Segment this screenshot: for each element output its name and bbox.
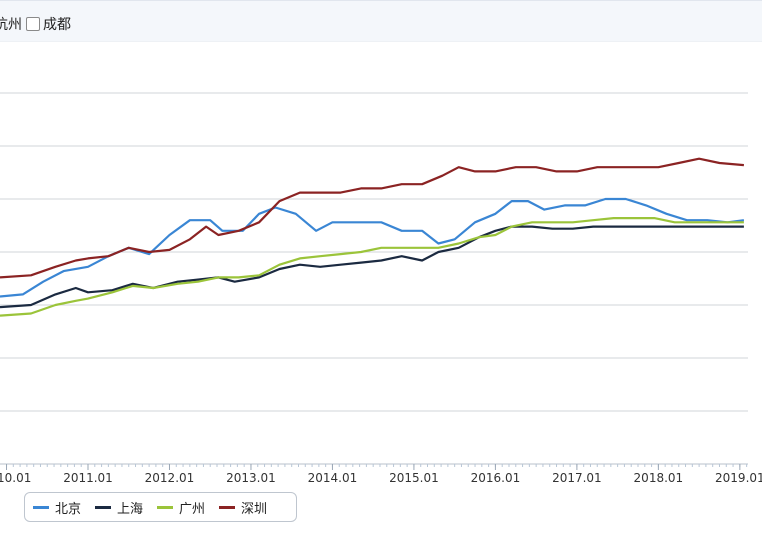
x-axis-tick-label: 2019.01 — [715, 471, 762, 485]
legend-label: 广州 — [179, 501, 206, 517]
legend-item-深圳[interactable]: 深圳 — [219, 498, 267, 517]
x-axis-tick-label: 2018.01 — [634, 471, 684, 485]
filter-label-chengdu[interactable]: 成都 — [43, 17, 71, 33]
x-axis: 2010.01 2011.01 2012.01 2013.01 2014.01 2015.… — [0, 463, 762, 485]
series-lines — [0, 157, 745, 317]
series-line-上海[interactable] — [0, 225, 744, 309]
x-axis-tick-label: 2014.01 — [308, 471, 358, 485]
x-axis-tick-label: 2017.01 — [552, 471, 602, 485]
series-line-广州[interactable] — [0, 217, 744, 317]
legend-item-广州[interactable]: 广州 — [157, 498, 205, 517]
legend-swatch — [95, 505, 112, 509]
filter-label-partial[interactable]: 杭州 — [0, 17, 22, 33]
x-axis-tick-label: 2011.01 — [63, 471, 113, 485]
grid-lines — [0, 92, 748, 412]
x-axis-tick-label: 2015.01 — [389, 471, 439, 485]
city-filter-bar: 杭州 成都 — [0, 0, 762, 42]
legend-swatch — [219, 505, 236, 509]
series-line-北京[interactable] — [0, 197, 745, 298]
x-axis-tick-label: 2013.01 — [226, 471, 276, 485]
city-filter-row: 杭州 成都 — [0, 14, 71, 34]
legend-label: 北京 — [55, 501, 82, 517]
x-axis-tick-label: 2016.01 — [471, 471, 521, 485]
x-axis-tick-label: 2012.01 — [145, 471, 195, 485]
checkbox-chengdu[interactable] — [26, 17, 40, 31]
legend-item-上海[interactable]: 上海 — [95, 498, 143, 517]
chart-legend: 北京 上海 广州 深圳 — [24, 492, 297, 522]
series-line-深圳[interactable] — [0, 157, 744, 279]
legend-label: 深圳 — [241, 501, 268, 517]
x-axis-tick-label: 2010.01 — [0, 471, 31, 485]
legend-label: 上海 — [117, 501, 144, 517]
legend-item-北京[interactable]: 北京 — [33, 498, 81, 517]
legend-swatch — [33, 505, 49, 509]
legend-swatch — [157, 505, 174, 509]
